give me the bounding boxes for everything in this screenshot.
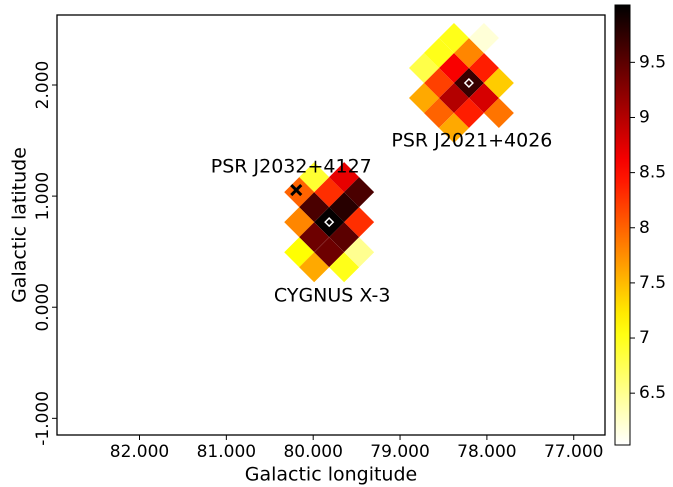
colorbar-tick-label: 7 [639,328,650,348]
colorbar [614,4,631,446]
heat-cell [409,53,440,83]
x-tick-label: 81.000 [197,442,256,462]
colorbar-tick-label: 7.5 [639,273,666,293]
heat-cell [483,68,514,98]
source-marker [463,77,474,89]
y-axis-label: Galactic latitude [9,147,31,303]
colorbar-tick-label: 8 [639,218,650,238]
x-tick-label: 79.000 [370,442,429,462]
source-marker [324,217,335,228]
colorbar-tick-label: 9.5 [639,52,666,72]
y-tick-label: 2.000 [33,61,53,110]
heat-cell [438,113,469,143]
plot-frame [56,14,606,436]
heat-cell [344,237,375,268]
colorbar-tick-label: 6.5 [639,383,666,403]
colorbar-tick-label: 9 [639,107,650,127]
heat-cell [438,23,469,53]
colorbar-tick-label: 8.5 [639,163,666,183]
y-tick-label: 0.000 [33,283,53,332]
x-tick-label: 82.000 [110,442,169,462]
heat-cell [409,83,440,113]
y-tick-label: 1.000 [33,172,53,221]
heat-cell [344,177,375,208]
source-label: PSR J2032+4127 [211,156,372,178]
y-tick-label: -1.000 [33,391,53,446]
heat-cell [344,207,375,238]
heat-cell [468,23,499,53]
x-tick-label: 78.000 [457,442,516,462]
heat-cell [329,162,360,193]
heat-cell [329,252,360,283]
source-label: PSR J2021+4026 [391,130,552,152]
x-axis-label: Galactic longitude [245,464,417,486]
heat-cell [284,207,315,238]
x-tick-label: 77.000 [544,442,603,462]
heat-cell [299,252,330,283]
heat-cell [483,98,514,128]
source-marker [290,184,303,197]
heat-cell [329,222,360,253]
source-label: CYGNUS X-3 [274,285,391,307]
x-tick-label: 80.000 [283,442,342,462]
